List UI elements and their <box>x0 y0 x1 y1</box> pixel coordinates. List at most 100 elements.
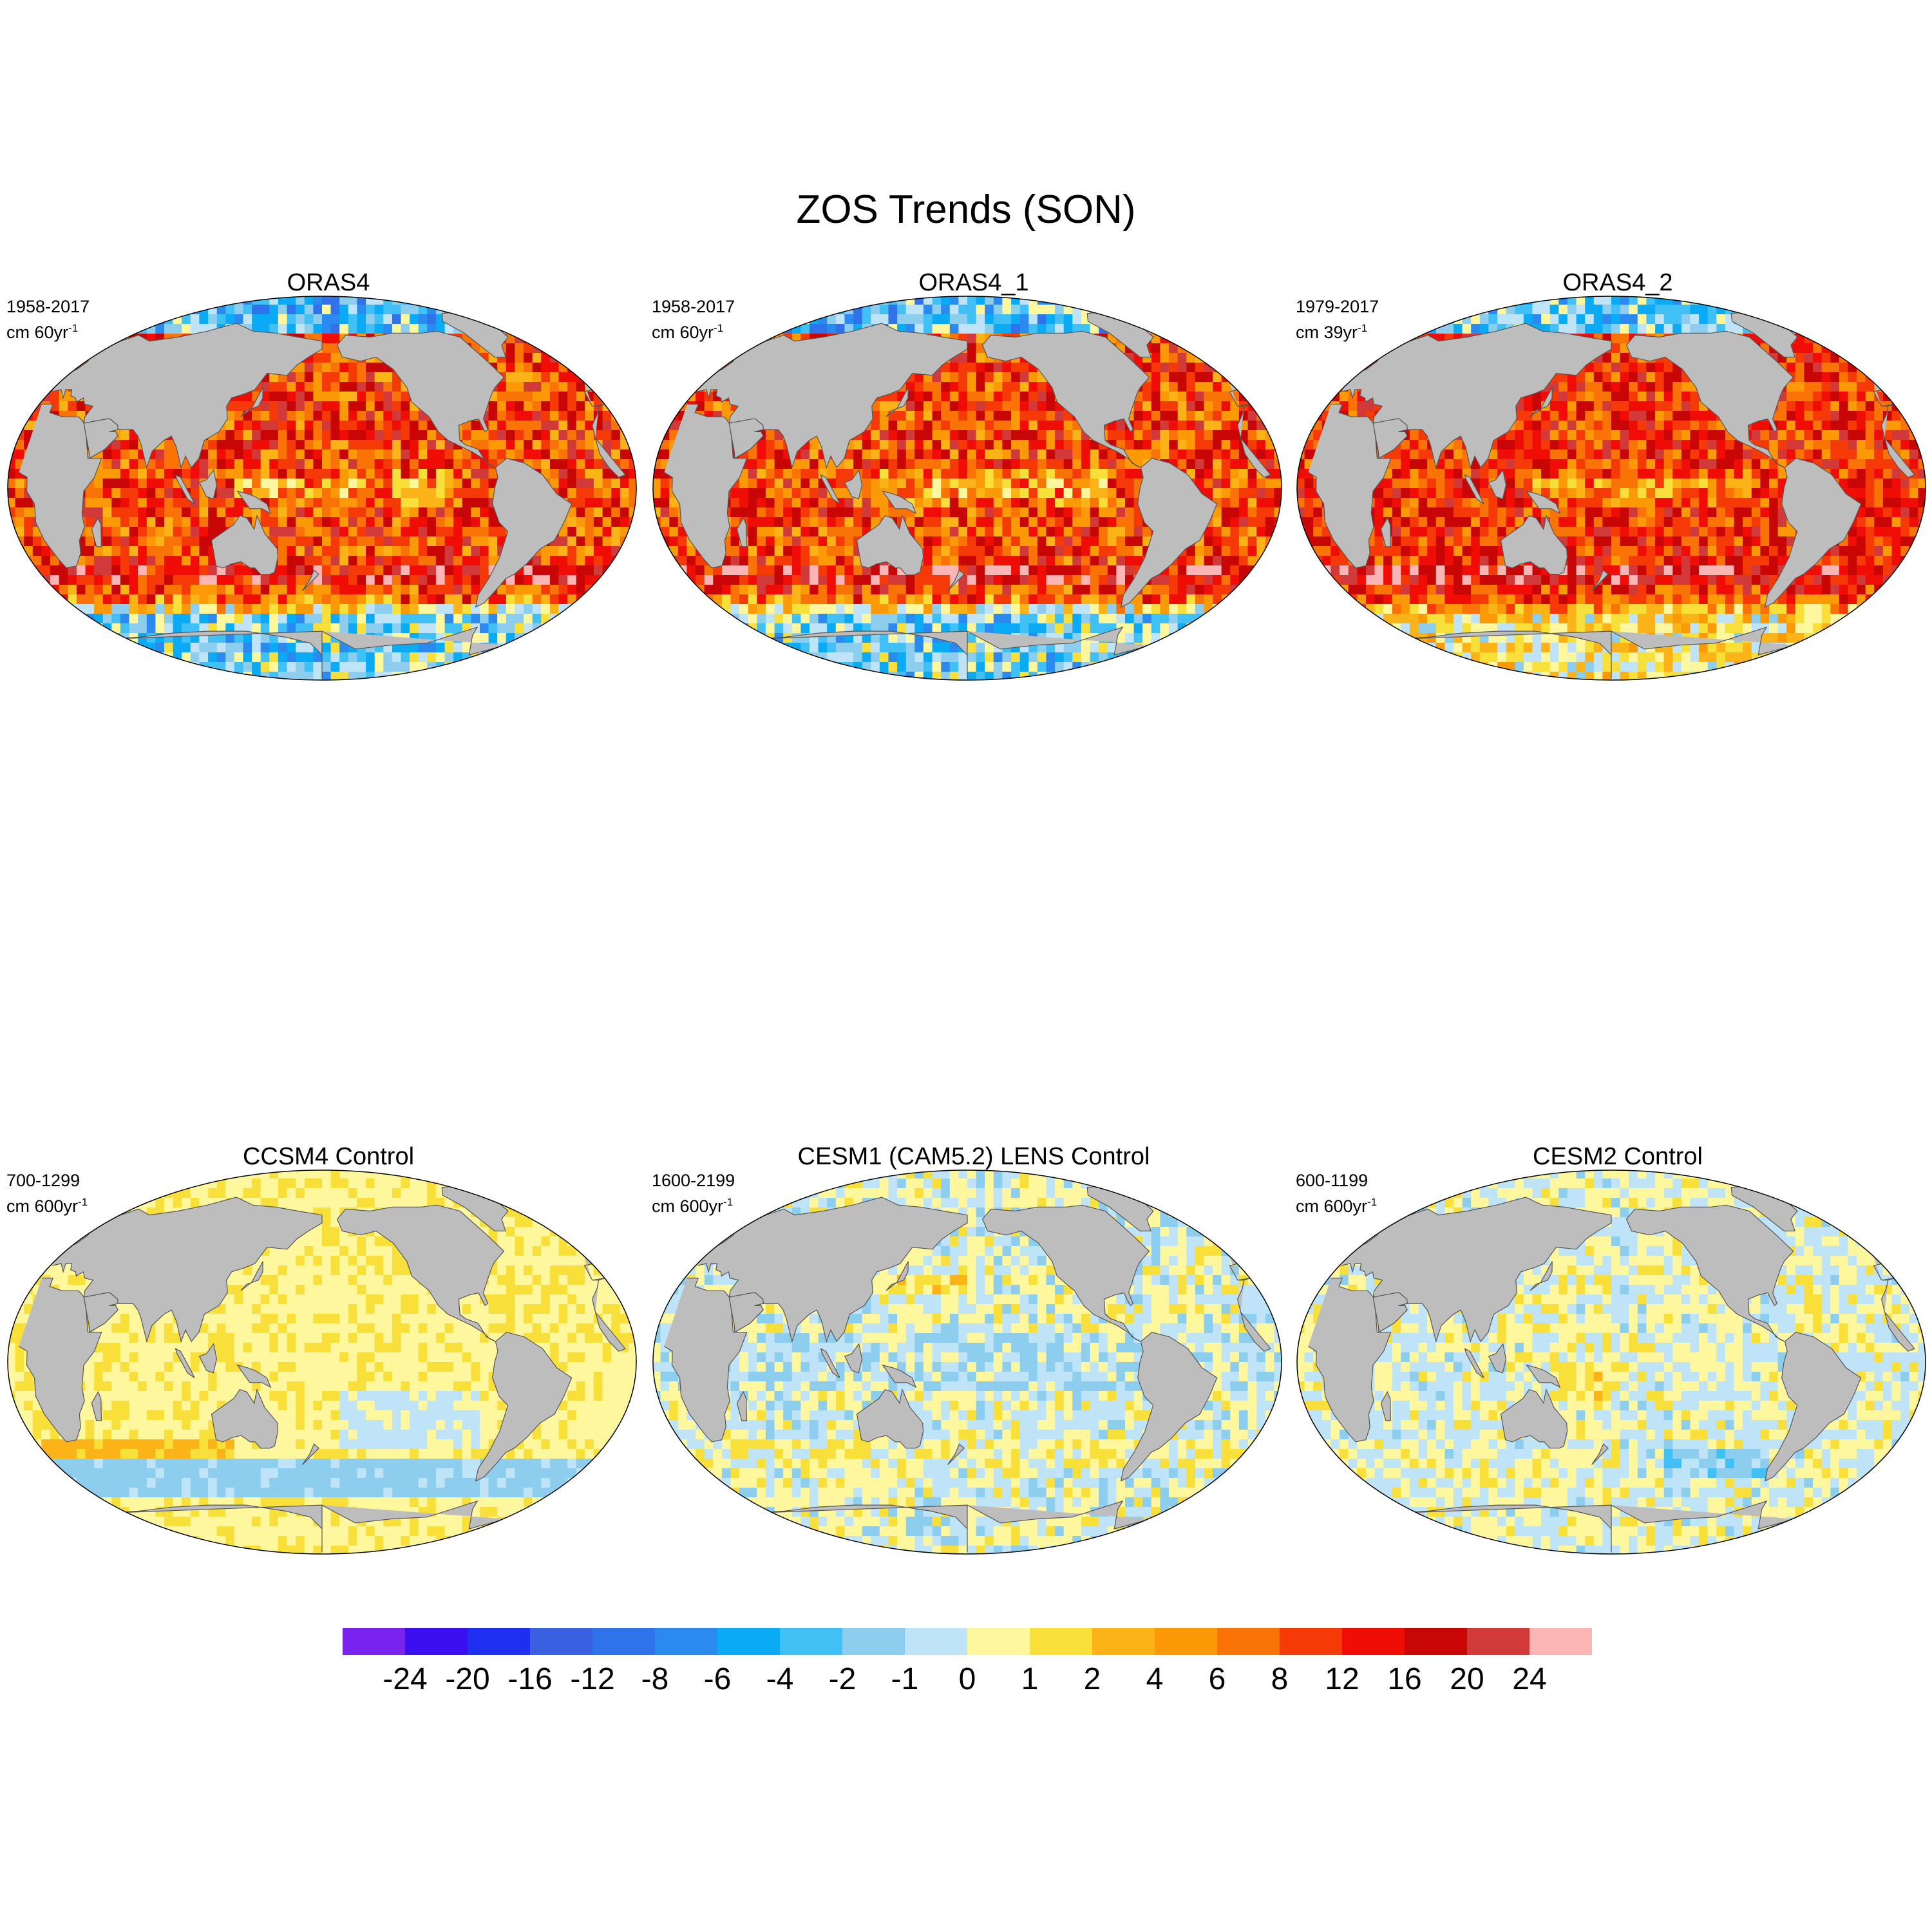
field-cell <box>1072 556 1082 566</box>
field-cell <box>976 527 985 537</box>
field-cell <box>687 556 696 566</box>
field-cell <box>730 334 740 344</box>
field-cell <box>41 324 51 334</box>
field-cell <box>190 623 200 634</box>
field-cell <box>713 353 723 363</box>
field-cell <box>985 401 994 412</box>
field-cell <box>1265 478 1275 489</box>
field-cell <box>199 296 209 305</box>
field-cell <box>1238 527 1249 537</box>
field-cell <box>1169 296 1179 305</box>
field-cell <box>1028 478 1038 489</box>
field-cell <box>585 556 594 566</box>
field-cell <box>85 575 95 585</box>
field-cell <box>1160 324 1170 334</box>
field-cell <box>50 305 60 315</box>
field-cell <box>392 421 402 431</box>
field-cell <box>620 623 630 634</box>
field-cell <box>1265 430 1275 440</box>
field-cell <box>1125 296 1135 305</box>
field-cell <box>278 662 288 672</box>
field-cell <box>585 498 594 508</box>
field-cell <box>783 314 793 325</box>
field-cell <box>1011 565 1021 576</box>
field-cell <box>993 392 1003 402</box>
field-cell <box>1046 324 1056 334</box>
field-cell <box>348 450 358 460</box>
field-cell <box>453 565 463 576</box>
field-cell <box>471 488 480 498</box>
field-cell <box>287 459 296 469</box>
field-cell <box>810 305 819 315</box>
field-cell <box>558 305 568 315</box>
field-cell <box>304 488 314 498</box>
field-cell <box>234 585 244 595</box>
field-cell <box>234 662 244 672</box>
field-cell <box>383 459 393 469</box>
field-cell <box>576 623 586 634</box>
field-cell <box>216 296 227 305</box>
field-cell <box>844 296 854 305</box>
field-cell <box>967 517 977 527</box>
field-cell <box>155 575 165 585</box>
field-cell <box>155 546 165 556</box>
field-cell <box>558 372 568 383</box>
field-cell <box>453 575 463 585</box>
field-cell <box>68 353 77 363</box>
field-cell <box>1204 343 1213 354</box>
field-cell <box>611 353 621 363</box>
field-cell <box>1177 459 1188 469</box>
field-cell <box>1046 392 1056 402</box>
field-cell <box>862 507 872 518</box>
field-cell <box>322 643 332 653</box>
field-cell <box>506 382 516 392</box>
field-cell <box>629 430 636 440</box>
field-cell <box>190 469 200 479</box>
field-cell <box>1019 421 1030 431</box>
field-cell <box>471 430 480 440</box>
field-cell <box>1186 353 1196 363</box>
field-cell <box>453 305 463 315</box>
field-cell <box>1028 498 1038 508</box>
field-cell <box>730 314 740 325</box>
field-cell <box>1195 382 1205 392</box>
field-cell <box>629 604 636 614</box>
field-cell <box>897 440 907 450</box>
field-cell <box>932 392 942 402</box>
field-cell <box>260 614 270 624</box>
field-cell <box>629 546 636 556</box>
field-cell <box>348 372 358 383</box>
field-cell <box>1125 556 1135 566</box>
field-cell <box>269 296 279 305</box>
field-cell <box>296 614 305 624</box>
field-cell <box>593 324 603 334</box>
field-cell <box>611 643 621 653</box>
field-cell <box>435 478 446 489</box>
field-cell <box>164 672 174 680</box>
field-cell <box>827 498 837 508</box>
field-cell <box>269 585 279 595</box>
field-cell <box>111 643 121 653</box>
field-cell <box>497 421 507 431</box>
field-cell <box>453 459 463 469</box>
field-cell <box>567 392 577 402</box>
field-cell <box>532 459 542 469</box>
field-cell <box>1019 507 1030 518</box>
field-cell <box>15 334 24 344</box>
field-cell <box>576 546 586 556</box>
field-cell <box>216 633 227 643</box>
field-cell <box>810 324 819 334</box>
field-cell <box>1002 430 1012 440</box>
field-cell <box>444 517 454 527</box>
field-cell <box>677 363 688 373</box>
field-cell <box>669 536 679 547</box>
field-cell <box>1213 372 1222 383</box>
field-cell <box>1186 334 1196 344</box>
field-cell <box>1195 401 1205 412</box>
field-cell <box>611 536 621 547</box>
field-cell <box>1265 305 1275 315</box>
field-cell <box>383 421 393 431</box>
field-cell <box>687 546 696 556</box>
field-cell <box>287 421 296 431</box>
field-cell <box>524 594 533 605</box>
